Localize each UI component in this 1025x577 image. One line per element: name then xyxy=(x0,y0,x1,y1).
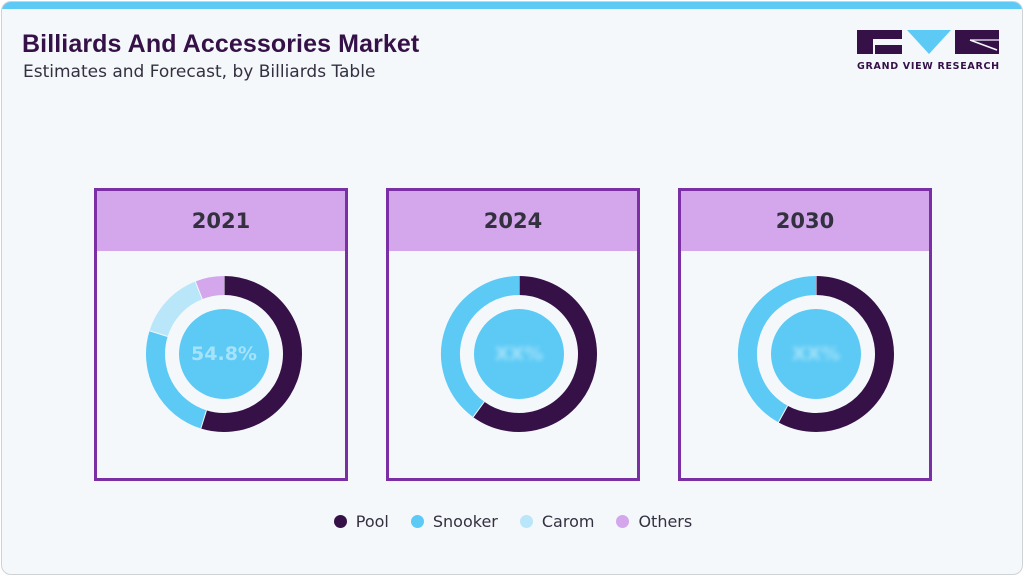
chart-subtitle: Estimates and Forecast, by Billiards Tab… xyxy=(23,62,376,82)
panel-year: 2021 xyxy=(97,191,345,251)
legend-label: Pool xyxy=(355,512,389,531)
carom-swatch-icon xyxy=(519,515,533,528)
panel-2021: 2021 54.8% xyxy=(94,188,348,481)
legend-item-others: Others xyxy=(616,512,692,531)
donut-chart-2021 xyxy=(146,276,302,432)
grand-view-research-logo: GRAND VIEW RESEARCH xyxy=(857,30,1002,76)
center-value-label: XX% xyxy=(791,343,841,365)
panel-2024: 2024 XX% xyxy=(386,188,640,481)
accent-bar xyxy=(2,2,1022,9)
segment-snooker xyxy=(738,276,817,423)
legend-item-snooker: Snooker xyxy=(410,512,498,531)
logo-text: GRAND VIEW RESEARCH xyxy=(857,61,1000,72)
panel-year: 2030 xyxy=(681,191,929,251)
logo-mark-icon xyxy=(857,30,1002,54)
center-circle xyxy=(771,309,861,399)
donut-chart-2024 xyxy=(441,276,597,432)
chart-legend: Pool Snooker Carom Others xyxy=(2,512,1022,531)
segment-others xyxy=(195,276,225,300)
others-swatch-icon xyxy=(616,515,630,528)
pool-swatch-icon xyxy=(333,515,347,528)
legend-label: Snooker xyxy=(432,512,498,531)
panel-year: 2024 xyxy=(389,191,637,251)
segment-pool xyxy=(200,276,302,432)
legend-item-carom: Carom xyxy=(519,512,595,531)
center-circle xyxy=(179,309,269,399)
center-value-label: 54.8% xyxy=(191,343,257,365)
segment-pool xyxy=(778,276,894,432)
panel-2030: 2030 XX% xyxy=(678,188,932,481)
segment-snooker xyxy=(146,330,207,429)
snooker-swatch-icon xyxy=(410,515,424,528)
legend-label: Carom xyxy=(541,512,595,531)
legend-label: Others xyxy=(638,512,693,531)
donut-chart-2030 xyxy=(738,276,894,432)
center-value-label: XX% xyxy=(494,343,544,365)
segment-snooker xyxy=(441,276,520,418)
segment-pool xyxy=(473,276,597,432)
segment-carom xyxy=(149,281,203,337)
chart-title: Billiards And Accessories Market xyxy=(22,30,420,58)
legend-item-pool: Pool xyxy=(333,512,389,531)
center-circle xyxy=(474,309,564,399)
